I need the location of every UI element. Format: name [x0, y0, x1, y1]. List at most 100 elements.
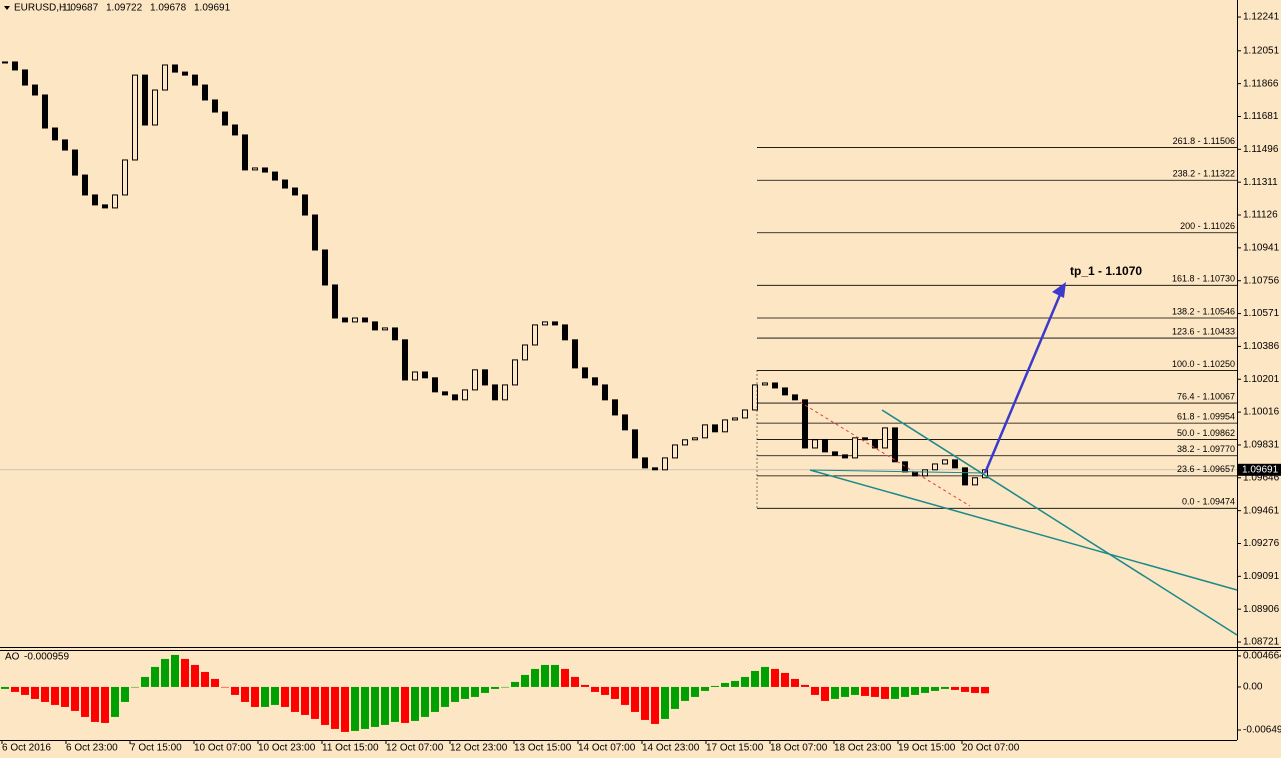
candle	[952, 459, 958, 469]
y-tick-label: 1.09831	[1243, 440, 1280, 451]
ao-bar	[451, 686, 459, 702]
fib-label: 50.0 - 1.09862	[1177, 428, 1235, 438]
ao-bar	[281, 686, 289, 707]
candle	[22, 69, 28, 86]
x-tick-label: 12 Oct 23:00	[450, 743, 508, 754]
candle	[342, 317, 348, 323]
candle	[282, 179, 288, 189]
ao-bar	[841, 686, 849, 697]
ao-bar	[361, 686, 369, 729]
ao-bar	[721, 682, 729, 687]
ao-bar	[971, 686, 979, 693]
ao-bar	[911, 686, 919, 695]
ohlc-value: 1.09691	[194, 3, 231, 14]
ao-bar	[461, 686, 469, 699]
fib-label: 123.6 - 1.10433	[1172, 326, 1235, 336]
ao-bar	[741, 676, 749, 687]
candle	[172, 64, 178, 73]
ao-bar	[701, 686, 709, 691]
candle	[732, 417, 738, 421]
candle	[602, 384, 608, 401]
fib-label: 38.2 - 1.09770	[1177, 444, 1235, 454]
candle	[452, 394, 458, 401]
y-tick-label: 1.09276	[1243, 538, 1280, 549]
candle	[152, 89, 158, 126]
ao-bar	[481, 686, 489, 693]
candle	[62, 139, 68, 151]
candle	[722, 419, 728, 433]
candle	[972, 477, 978, 486]
target-arrow-head	[1052, 282, 1066, 298]
candle	[532, 324, 538, 346]
candle	[202, 84, 208, 101]
candle	[392, 327, 398, 341]
y-tick-label: 1.12241	[1243, 12, 1280, 23]
x-tick-label: 19 Oct 15:00	[898, 743, 956, 754]
ao-bar	[531, 668, 539, 687]
fib-label: 261.8 - 1.11506	[1173, 136, 1235, 146]
ao-bar	[601, 686, 609, 695]
ao-bar	[751, 670, 759, 687]
ao-bar	[271, 686, 279, 705]
ao-bar	[581, 684, 589, 687]
y-tick-label: 1.10756	[1243, 275, 1280, 286]
ao-bar	[381, 686, 389, 725]
candle	[262, 167, 268, 173]
candle	[372, 321, 378, 331]
candle	[302, 194, 308, 216]
ao-bar	[191, 664, 199, 687]
drawings	[756, 282, 1238, 636]
ao-bar	[761, 666, 769, 687]
menu-arrow[interactable]	[4, 6, 10, 10]
candle	[512, 359, 518, 386]
candle	[12, 61, 18, 71]
x-tick-label: 14 Oct 23:00	[642, 743, 700, 754]
candle	[542, 321, 548, 326]
candle	[662, 457, 668, 471]
candle	[132, 74, 138, 161]
ao-bar	[821, 686, 829, 701]
ao-bar	[221, 686, 229, 688]
x-tick-label: 18 Oct 07:00	[770, 743, 828, 754]
ao-bar	[291, 686, 299, 712]
candle	[862, 437, 868, 441]
candle	[782, 387, 788, 396]
indicator-name: AO	[5, 652, 20, 663]
ao-bar	[801, 684, 809, 687]
candle	[222, 111, 228, 126]
candle	[702, 424, 708, 439]
candle	[232, 124, 238, 136]
ao-bar	[921, 686, 929, 693]
trend-line	[809, 469, 1238, 591]
ao-bar	[411, 686, 419, 721]
ao-bar	[651, 686, 659, 724]
candle	[652, 467, 658, 471]
candle	[852, 437, 858, 459]
ao-bar	[151, 666, 159, 687]
ao-bar	[261, 686, 269, 707]
trend-line	[809, 469, 986, 474]
candle	[362, 317, 368, 323]
ao-bar	[111, 686, 119, 717]
candle	[872, 439, 878, 449]
ao-bar	[21, 686, 29, 695]
indicator-value: -0.000959	[24, 652, 69, 663]
candle	[472, 369, 478, 391]
y-tick-label: 1.10941	[1243, 243, 1280, 254]
ao-bar	[791, 678, 799, 687]
candle	[562, 324, 568, 341]
fib-label: 76.4 - 1.10067	[1177, 391, 1235, 401]
ao-bar	[71, 686, 79, 711]
ao-bar	[571, 676, 579, 687]
ao-bar	[981, 686, 989, 694]
ao-bar	[91, 686, 99, 722]
y-tick-label: 1.11126	[1243, 210, 1278, 221]
ao-bar	[541, 664, 549, 687]
ao-bar	[131, 686, 139, 688]
ao-bar	[681, 686, 689, 701]
ao-bar	[771, 668, 779, 687]
x-tick-label: 17 Oct 15:00	[706, 743, 764, 754]
ohlc-value: 1.09678	[150, 3, 187, 14]
ao-bar	[321, 686, 329, 725]
